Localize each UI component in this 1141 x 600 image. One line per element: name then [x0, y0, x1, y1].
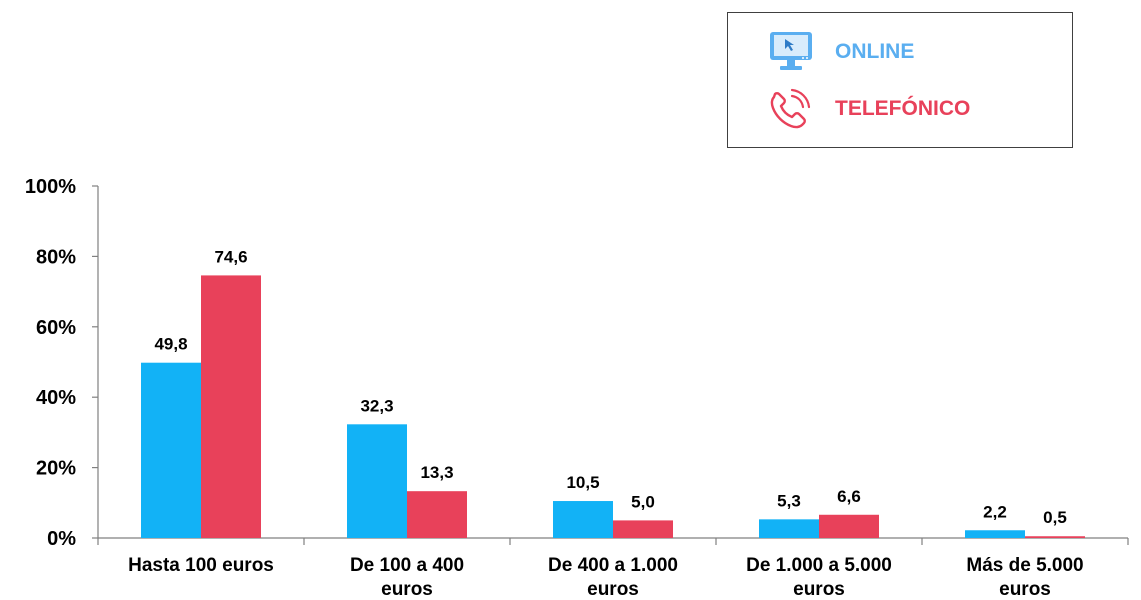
- bar-phone: [201, 275, 261, 538]
- y-tick-label: 0%: [47, 528, 76, 550]
- bar-phone: [1025, 536, 1085, 538]
- bar-online: [965, 530, 1025, 538]
- data-label-phone: 0,5: [1043, 508, 1067, 527]
- data-label-phone: 5,0: [631, 492, 655, 511]
- data-label-online: 2,2: [983, 502, 1007, 521]
- bar-online: [141, 362, 201, 538]
- phone-ringing-icon: [770, 88, 811, 129]
- data-label-phone: 74,6: [214, 247, 247, 266]
- x-category-label: De 1.000 a 5.000 euros: [746, 555, 892, 600]
- x-category-label: Hasta 100 euros: [128, 555, 274, 576]
- y-tick-label: 100%: [25, 176, 76, 198]
- data-label-online: 5,3: [777, 491, 801, 510]
- legend-label-online: ONLINE: [835, 40, 915, 63]
- bar-online: [347, 424, 407, 538]
- data-label-online: 10,5: [566, 473, 599, 492]
- y-tick-label: 20%: [36, 458, 76, 480]
- bar-online: [553, 501, 613, 538]
- y-tick-label: 40%: [36, 387, 76, 409]
- data-label-phone: 13,3: [420, 463, 453, 482]
- legend-label-phone: TELEFÓNICO: [835, 97, 971, 120]
- y-tick-label: 80%: [36, 246, 76, 268]
- bar-online: [759, 519, 819, 538]
- chart-legend: ONLINE TELEFÓNICO: [727, 12, 1073, 148]
- y-tick-label: 60%: [36, 317, 76, 339]
- data-label-phone: 6,6: [837, 487, 861, 506]
- data-label-online: 49,8: [154, 335, 187, 354]
- x-category-label: Más de 5.000 euros: [966, 555, 1083, 600]
- x-category-label: De 100 a 400 euros: [350, 555, 464, 600]
- x-category-label: De 400 a 1.000 euros: [548, 555, 678, 600]
- data-label-online: 32,3: [360, 396, 393, 415]
- bar-phone: [407, 491, 467, 538]
- bar-phone: [613, 520, 673, 538]
- computer-monitor-icon: [770, 32, 812, 70]
- bar-phone: [819, 514, 879, 538]
